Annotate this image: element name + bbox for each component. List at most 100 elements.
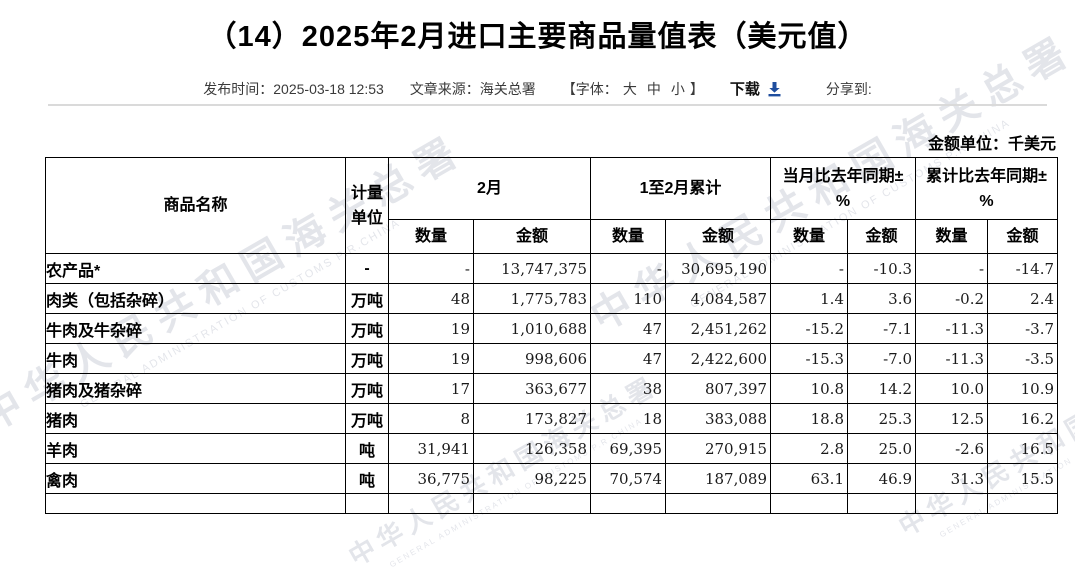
unit-cell: 万吨 [345, 283, 389, 314]
table-row: 猪肉 万吨 8 173,827 18 383,088 18.8 25.3 12.5 16.2 [45, 403, 1059, 434]
cell-feb-amt: 98,225 [473, 463, 591, 494]
table-row: 肉类（包括杂碎） 万吨 48 1,775,783 110 4,084,587 1.4 3.6-… [45, 283, 1059, 314]
cell-cum-qty: - [590, 253, 666, 284]
font-size-medium-button[interactable]: 中 [646, 80, 661, 97]
cell-yoy-qty: -2.6 [915, 433, 989, 464]
cell-mom-qty: 18.8 [770, 403, 848, 434]
unit-cell: 万吨 [345, 343, 389, 374]
commodity-name-cell: 肉类（包括杂碎） [45, 283, 346, 314]
font-size-large-button[interactable]: 大 [622, 80, 637, 97]
cell-cum-amt: 2,422,600 [665, 343, 771, 374]
cell-mom-amt: 3.6 [846, 283, 917, 314]
empty-cell [590, 493, 666, 514]
cell-cum-qty: 18 [590, 403, 666, 434]
cell-cum-qty: 70,574 [590, 463, 666, 494]
cell-yoy-qty: 10.0 [915, 373, 989, 404]
empty-cell [915, 493, 989, 514]
cell-cum-amt: 807,397 [665, 373, 771, 404]
cell-cum-amt: 270,915 [665, 433, 771, 464]
cell-cum-amt: 2,451,262 [665, 313, 771, 344]
download-label[interactable]: 下载 [729, 81, 760, 98]
cell-mom-qty: 2.8 [770, 433, 848, 464]
cell-cum-qty: 69,395 [590, 433, 666, 464]
download-arrow-icon[interactable] [767, 81, 782, 97]
share-to-label: 分享到: [825, 80, 872, 97]
unit-cell: 万吨 [345, 313, 389, 344]
header-february: 2月 [388, 157, 591, 220]
empty-cell [388, 493, 474, 514]
cell-yoy-amt: -3.7 [987, 313, 1059, 344]
download-button[interactable]: 下载 [730, 78, 782, 99]
cell-feb-amt: 363,677 [473, 373, 591, 404]
cell-feb-qty: 19 [388, 313, 474, 344]
cell-mom-amt: 46.9 [846, 463, 917, 494]
empty-cell [846, 493, 917, 514]
subheader-amount: 金额 [473, 219, 591, 254]
font-size-suffix: 】 [689, 80, 704, 97]
cell-feb-amt: 1,010,688 [473, 313, 591, 344]
unit-cell: 万吨 [345, 403, 389, 434]
header-cumulative-yoy-line1: 累计比去年同期± [926, 167, 1047, 185]
cell-cum-amt: 4,084,587 [665, 283, 771, 314]
subheader-quantity: 数量 [915, 219, 989, 254]
cell-feb-qty: 31,941 [388, 433, 474, 464]
cell-yoy-amt: -3.5 [987, 343, 1059, 374]
cell-feb-qty: 48 [388, 283, 474, 314]
cell-mom-amt: -10.3 [846, 253, 917, 284]
cell-feb-qty: - [388, 253, 474, 284]
cell-yoy-qty: 12.5 [915, 403, 989, 434]
cell-yoy-qty: 31.3 [915, 463, 989, 494]
cell-cum-qty: 38 [590, 373, 666, 404]
cell-feb-amt: 1,775,783 [473, 283, 591, 314]
cell-cum-qty: 47 [590, 343, 666, 374]
font-size-switcher: 【字体：大中小】 [562, 79, 704, 99]
cell-mom-qty: 10.8 [770, 373, 848, 404]
cell-cum-amt: 30,695,190 [665, 253, 771, 284]
table-row: 禽肉吨 36,775 98,225 70,574 187,089 63.1 46.9 31.3… [45, 463, 1059, 494]
cell-yoy-amt: -14.7 [987, 253, 1059, 284]
cell-yoy-qty: -11.3 [915, 343, 989, 374]
header-month-yoy-line1: 当月比去年同期± [782, 167, 904, 185]
amount-unit-note: 金额单位：千美元 [927, 136, 1056, 153]
cell-yoy-amt: 2.4 [987, 283, 1059, 314]
cell-feb-qty: 19 [388, 343, 474, 374]
table-row: 牛肉 万吨 19 998,606 47 2,422,600 -15.3 -7.0 -11.3 -3… [45, 343, 1059, 374]
cell-feb-qty: 36,775 [388, 463, 474, 494]
page-title: （14）2025年2月进口主要商品量值表（美元值） [207, 21, 868, 53]
cell-cum-qty: 47 [590, 313, 666, 344]
commodity-name-cell: 牛肉及牛杂碎 [45, 313, 346, 344]
cell-yoy-amt: 15.5 [987, 463, 1059, 494]
table-body: 农产品* - -13,747,375-30,695,190- -10.3- -14.7 肉… [45, 253, 1059, 514]
cell-yoy-qty: - [915, 253, 989, 284]
cell-mom-qty: -15.3 [770, 343, 848, 374]
cell-feb-amt: 126,358 [473, 433, 591, 464]
cell-cum-amt: 383,088 [665, 403, 771, 434]
horizontal-divider [48, 104, 1047, 106]
empty-cell [345, 493, 389, 514]
subheader-amount: 金额 [846, 219, 917, 254]
empty-cell [987, 493, 1059, 514]
cell-mom-amt: 25.3 [846, 403, 917, 434]
subheader-quantity: 数量 [388, 219, 474, 254]
table-row: 猪肉及猪杂碎 万吨 17 363,677 38 807,397 10.8 14.2 10.0 10… [45, 373, 1059, 404]
header-jan-feb-cumulative: 1至2月累计 [590, 157, 771, 220]
cell-mom-amt: -7.1 [846, 313, 917, 344]
font-size-small-button[interactable]: 小 [670, 80, 685, 97]
cell-feb-amt: 13,747,375 [473, 253, 591, 284]
unit-cell: - [345, 253, 389, 284]
empty-cell [473, 493, 591, 514]
commodity-name-cell: 农产品* [45, 253, 346, 284]
header-commodity-name: 商品名称 [45, 157, 346, 254]
cell-mom-qty: -15.2 [770, 313, 848, 344]
cell-mom-qty: 1.4 [770, 283, 848, 314]
subheader-quantity: 数量 [590, 219, 666, 254]
cell-feb-qty: 8 [388, 403, 474, 434]
cell-feb-amt: 173,827 [473, 403, 591, 434]
cell-mom-amt: 25.0 [846, 433, 917, 464]
cell-cum-amt: 187,089 [665, 463, 771, 494]
cell-yoy-qty: -11.3 [915, 313, 989, 344]
table-row: 羊肉吨 31,941 126,358 69,395 270,915 2.8 25.0 -2.6… [45, 433, 1059, 464]
cell-cum-qty: 110 [590, 283, 666, 314]
cell-mom-qty: - [770, 253, 848, 284]
table-row: 农产品* - -13,747,375-30,695,190- -10.3- -14.7 [45, 253, 1059, 284]
